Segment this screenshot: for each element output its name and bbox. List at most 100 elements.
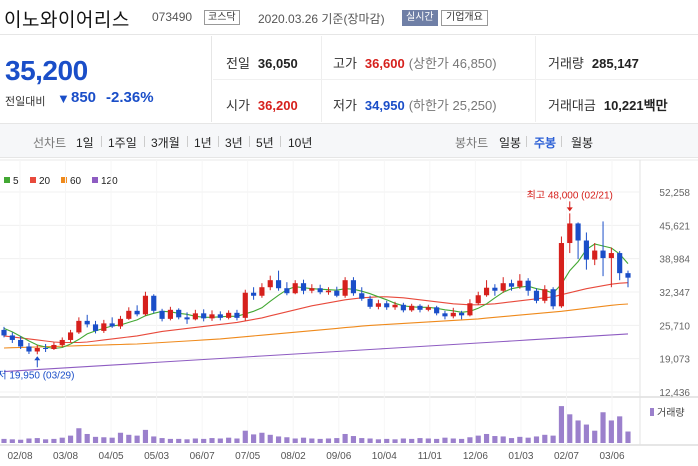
market-badge: 코스닥: [204, 10, 240, 25]
volume-bar: [117, 432, 124, 443]
ma60-line: [3, 303, 629, 349]
volume-bar: [600, 412, 606, 443]
low-arrow-icon: [34, 356, 41, 361]
candle-body: [167, 309, 173, 319]
legend-ma20: 20: [30, 176, 50, 187]
volume-bar: [167, 438, 173, 443]
volume-bar: [583, 424, 589, 443]
candle-body: [275, 280, 282, 289]
company-info-button[interactable]: 기업개요: [441, 10, 488, 26]
prev-close: 전일 36,050: [226, 56, 298, 71]
period-3m[interactable]: 3개월: [151, 136, 180, 150]
volume-bar: [508, 438, 515, 443]
volume-bar: [259, 432, 265, 443]
trade-amount: 거래대금 10,221백만: [548, 98, 668, 113]
x-tick-label: 12/06: [463, 451, 488, 462]
volume-bar: [492, 436, 498, 443]
volume-bar: [342, 433, 348, 443]
candle-body: [309, 288, 315, 291]
candle-body: [192, 313, 198, 320]
volume-bar: [617, 416, 623, 443]
x-tick-label: 06/07: [190, 451, 215, 462]
candle-body: [51, 344, 57, 349]
candle-body: [550, 289, 556, 307]
candle-body: [542, 289, 548, 301]
candle-chart-label[interactable]: 봉차트: [455, 136, 489, 150]
y-tick-label: 25,710: [659, 321, 690, 332]
candle-body: [350, 280, 357, 294]
volume-bar: [392, 439, 398, 443]
candle-body: [600, 250, 606, 259]
candle-body: [101, 323, 107, 331]
candle-body: [117, 318, 124, 327]
candle-body: [500, 283, 506, 291]
line-chart-label[interactable]: 선차트: [33, 136, 67, 150]
down-arrow-icon: ▼: [57, 91, 70, 106]
high-arrow-icon: [566, 207, 573, 212]
x-tick-label: 08/02: [281, 451, 306, 462]
y-tick-label: 52,258: [659, 188, 690, 199]
candle-body: [134, 310, 140, 315]
volume-bar: [142, 429, 149, 443]
candle-body: [184, 317, 190, 320]
legend-swatch: [92, 177, 98, 183]
candle-daily[interactable]: 일봉: [499, 136, 522, 150]
volume-bar: [608, 420, 614, 443]
period-10y[interactable]: 10년: [288, 136, 313, 150]
candle-monthly[interactable]: 월봉: [571, 136, 594, 150]
period-5y[interactable]: 5년: [256, 136, 274, 150]
volume-bar: [625, 431, 631, 443]
candle-body: [126, 310, 132, 319]
volume-bar: [267, 434, 273, 443]
x-tick-label: 01/03: [508, 451, 533, 462]
candle-body: [325, 290, 332, 293]
volume-bar: [159, 438, 165, 443]
volume-bar: [292, 438, 298, 443]
volume-bar: [251, 434, 257, 443]
candle-body: [367, 298, 373, 307]
volume-label: 거래량: [657, 407, 685, 419]
volume-bar: [475, 435, 481, 443]
candle-body: [342, 280, 348, 296]
volume-bar: [350, 436, 357, 443]
change-value: 850: [71, 89, 97, 106]
volume-bar: [76, 428, 82, 443]
period-1y[interactable]: 1년: [194, 136, 212, 150]
high-price: 고가 36,600 (상한가 46,850): [333, 56, 497, 71]
volume-bar: [300, 437, 307, 443]
volume-bar: [18, 439, 24, 443]
candle-body: [558, 243, 565, 307]
volume-bar: [517, 436, 523, 443]
candle-body: [176, 309, 182, 318]
period-1w[interactable]: 1주일: [108, 136, 137, 150]
volume-bar: [67, 435, 74, 443]
y-tick-label: 45,621: [659, 221, 690, 232]
candle-body: [159, 310, 165, 319]
volume-bar: [284, 437, 290, 443]
volume-bar: [367, 438, 373, 443]
candle-body: [26, 346, 32, 352]
candle-weekly[interactable]: 주봉: [534, 136, 557, 150]
realtime-button[interactable]: 실시간: [402, 10, 438, 26]
period-3y[interactable]: 3년: [225, 136, 243, 150]
stock-name: 이노와이어리스: [4, 10, 130, 31]
candle-body: [92, 324, 99, 331]
candle-body: [201, 313, 207, 319]
candle-body: [84, 320, 90, 325]
legend-swatch: [30, 177, 36, 183]
period-1d[interactable]: 1일: [76, 136, 94, 150]
volume-bar: [9, 439, 15, 443]
candle-body: [76, 320, 82, 333]
candle-body: [533, 290, 540, 301]
candle-body: [508, 283, 515, 287]
legend-swatch: [4, 177, 10, 183]
volume-bar: [192, 438, 198, 443]
volume-bar: [409, 438, 415, 443]
x-tick-label: 07/05: [235, 451, 260, 462]
volume-bar: [184, 439, 190, 443]
volume-bar: [309, 438, 315, 443]
stock-code: 073490: [152, 10, 193, 24]
candle-body: [18, 339, 24, 347]
volume-bar: [92, 436, 99, 443]
